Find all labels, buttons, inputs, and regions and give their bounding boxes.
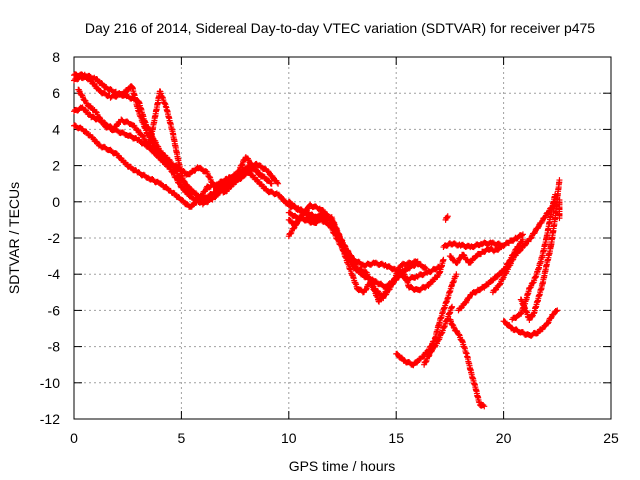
data-points	[71, 71, 563, 410]
series-track-11	[421, 303, 456, 368]
series-marks	[421, 303, 456, 368]
series-track-17	[489, 198, 559, 296]
y-tick-label: 2	[52, 158, 60, 174]
series-track-18	[509, 191, 559, 323]
series-marks	[509, 191, 559, 323]
series-track-9	[285, 209, 421, 302]
chart-title: Day 216 of 2014, Sidereal Day-to-day VTE…	[85, 20, 595, 36]
x-tick-label: 10	[281, 430, 297, 446]
y-tick-label: -10	[40, 375, 60, 391]
series-marks	[285, 209, 421, 302]
series-marks	[440, 231, 526, 251]
series-marks	[489, 198, 559, 296]
series-marks	[71, 122, 275, 210]
y-tick-label: -6	[48, 302, 61, 318]
grid-lines	[74, 57, 611, 419]
series-track-10	[393, 271, 460, 369]
x-axis-label: GPS time / hours	[289, 458, 396, 474]
y-tick-label: 0	[52, 194, 60, 210]
series-marks	[75, 86, 196, 198]
x-tick-label: 20	[496, 430, 512, 446]
y-tick-label: -2	[48, 230, 61, 246]
x-tick-label: 5	[178, 430, 186, 446]
series-marks	[393, 271, 460, 369]
series-marks	[556, 196, 563, 222]
series-marks	[446, 316, 488, 410]
series-marks	[285, 211, 430, 305]
series-track-15	[446, 316, 488, 410]
series-track-5	[75, 86, 196, 198]
y-tick-label: -4	[48, 266, 61, 282]
series-marks	[500, 307, 561, 339]
series-track-19	[500, 307, 561, 339]
x-tick-label: 15	[388, 430, 404, 446]
series-track-4	[71, 122, 275, 210]
series-track-12	[442, 213, 451, 223]
series-track-14	[446, 243, 505, 267]
series-track-13	[440, 231, 526, 251]
x-tick-label: 25	[603, 430, 619, 446]
y-axis-label: SDTVAR / TECUs	[6, 182, 22, 294]
y-tick-label: 6	[52, 85, 60, 101]
series-marks	[446, 243, 505, 267]
series-track-20	[517, 177, 563, 323]
series-track-6	[285, 198, 447, 294]
y-tick-label: -8	[48, 339, 61, 355]
series-marks	[517, 177, 563, 323]
series-marks	[285, 198, 447, 294]
y-tick-label: -12	[40, 411, 60, 427]
series-marks	[442, 213, 451, 223]
series-track-21	[556, 196, 563, 222]
series-track-8	[285, 211, 430, 305]
x-tick-label: 0	[70, 430, 78, 446]
y-tick-label: 4	[52, 121, 60, 137]
y-tick-label: 8	[52, 49, 60, 65]
